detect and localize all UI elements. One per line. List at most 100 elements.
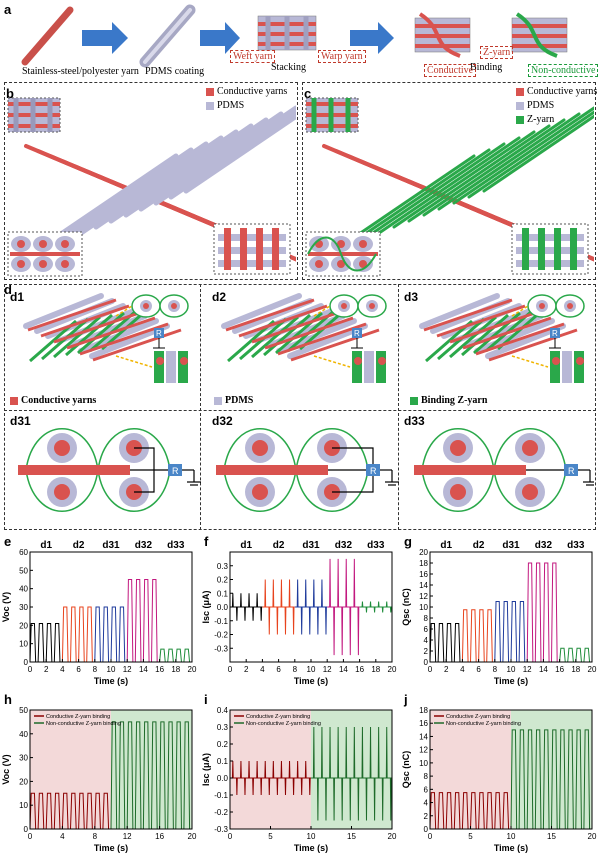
binding-block-nonconductive	[511, 12, 568, 58]
step-binding-label: Binding	[470, 62, 503, 73]
y-tick-label: -0.3	[214, 825, 228, 834]
resistor-label: R	[354, 329, 360, 338]
y-axis-label: Isc (μA)	[201, 753, 211, 786]
x-axis-label: Time (s)	[494, 676, 528, 686]
resistor-icon	[154, 328, 164, 338]
stainless-yarn	[21, 6, 74, 66]
y-tick-label: 20	[419, 548, 428, 557]
legend-conductive: Conductive yarns	[206, 86, 287, 97]
panel-f-label: f	[204, 534, 209, 549]
y-tick-label: 30	[19, 603, 28, 612]
segment-label: d1	[240, 540, 252, 551]
arrow-icon	[350, 22, 394, 54]
circuit-d32: R	[216, 428, 399, 512]
resistor-icon	[550, 328, 560, 338]
y-tick-label: 40	[19, 585, 28, 594]
y-tick-label: 2	[424, 812, 429, 821]
d-fabric-1	[23, 293, 182, 363]
segment-label: d32	[535, 540, 553, 551]
y-tick-label: 0	[424, 825, 429, 834]
legend-zyarn: Z-yarn	[516, 114, 554, 125]
panel-h-label: h	[4, 692, 12, 707]
x-tick-label: 2	[44, 665, 49, 674]
x-axis-label: Time (s)	[94, 676, 128, 686]
resistor-label: R	[568, 466, 575, 476]
series-line	[461, 609, 495, 663]
x-tick-label: 10	[507, 665, 516, 674]
x-tick-label: 0	[28, 832, 33, 841]
x-axis-label: Time (s)	[94, 843, 128, 853]
y-tick-label: 4	[424, 636, 429, 645]
legend-pdms: PDMS	[516, 100, 554, 111]
step-pdms-label: PDMS coating	[145, 66, 205, 77]
step-stacking-label: Stacking	[271, 62, 306, 73]
series-line	[429, 623, 463, 663]
panel-g-label: g	[404, 534, 412, 549]
x-axis-label: Time (s)	[494, 843, 528, 853]
x-tick-label: 14	[339, 665, 348, 674]
x-tick-label: 12	[523, 665, 532, 674]
x-tick-label: 20	[588, 665, 597, 674]
segment-label: d33	[367, 540, 385, 551]
series-line	[230, 760, 311, 796]
x-tick-label: 20	[188, 665, 197, 674]
y-tick-label: 0	[424, 658, 429, 667]
x-tick-label: 8	[93, 832, 98, 841]
stacking-block	[257, 15, 317, 51]
series-background	[230, 710, 311, 829]
circuit-d33: R	[414, 428, 594, 512]
panel-a-label: a	[4, 2, 12, 17]
y-tick-label: 40	[19, 730, 28, 739]
series-line	[327, 558, 360, 656]
x-tick-label: 4	[60, 832, 65, 841]
segment-label: d31	[302, 540, 320, 551]
segment-label: d32	[135, 540, 153, 551]
series-line	[311, 726, 392, 821]
segment-label: d1	[440, 540, 452, 551]
x-tick-label: 0	[428, 832, 433, 841]
segment-label: d31	[502, 540, 520, 551]
segment-label: d31	[102, 540, 120, 551]
y-tick-label: 18	[419, 706, 428, 715]
legend-entry: Non-conductive Z-yarn binding	[246, 721, 321, 727]
legend-conductive: Conductive yarns	[10, 395, 96, 406]
y-tick-label: -0.1	[214, 791, 228, 800]
segment-label: d1	[40, 540, 52, 551]
x-tick-label: 20	[388, 832, 397, 841]
resistor-label: R	[552, 329, 558, 338]
series-line	[526, 562, 560, 663]
x-tick-label: 0	[228, 832, 233, 841]
legend-entry: Conductive Z-yarn binding	[446, 714, 510, 720]
x-tick-label: 10	[307, 832, 316, 841]
chart-g: g 0 2 4 6 8 10 12 14 16 18 20 0 2 4 6 8 10 12 14 16 18 20 Time …	[401, 534, 597, 686]
y-tick-label: 8	[424, 772, 429, 781]
y-tick-label: 14	[419, 581, 428, 590]
d31-label: d31	[10, 414, 31, 428]
y-tick-label: 50	[19, 706, 28, 715]
legend-entry: Conductive Z-yarn binding	[46, 714, 110, 720]
y-tick-label: -0.2	[214, 631, 228, 640]
legend-entry: Non-conductive Z-yarn binding	[446, 721, 521, 727]
y-tick-label: -0.3	[214, 644, 228, 653]
x-tick-label: 10	[107, 665, 116, 674]
warp-yarn-label: Warp yarn	[318, 50, 366, 63]
legend-entry: Non-conductive Z-yarn binding	[46, 721, 121, 727]
series-line	[494, 601, 528, 663]
d32-label: d32	[212, 414, 233, 428]
resistor-label: R	[172, 466, 179, 476]
chart-h: h 0 4 8 12 16 20 0 10 20 30 40 50 Time (s) Voc (V) Cond…	[1, 692, 197, 853]
y-tick-label: 0.1	[217, 757, 229, 766]
x-tick-label: 6	[76, 665, 81, 674]
z-yarn-label: Z-yarn	[480, 46, 514, 59]
y-tick-label: 8	[424, 614, 429, 623]
nonconductive-label: Non-conductive	[528, 64, 599, 77]
x-tick-label: 12	[123, 665, 132, 674]
x-axis-label: Time (s)	[294, 676, 328, 686]
series-line	[61, 606, 95, 663]
segment-label: d32	[335, 540, 353, 551]
d-fabric-3	[419, 293, 578, 363]
x-tick-label: 2	[244, 665, 249, 674]
y-axis-label: Voc (V)	[1, 592, 11, 622]
